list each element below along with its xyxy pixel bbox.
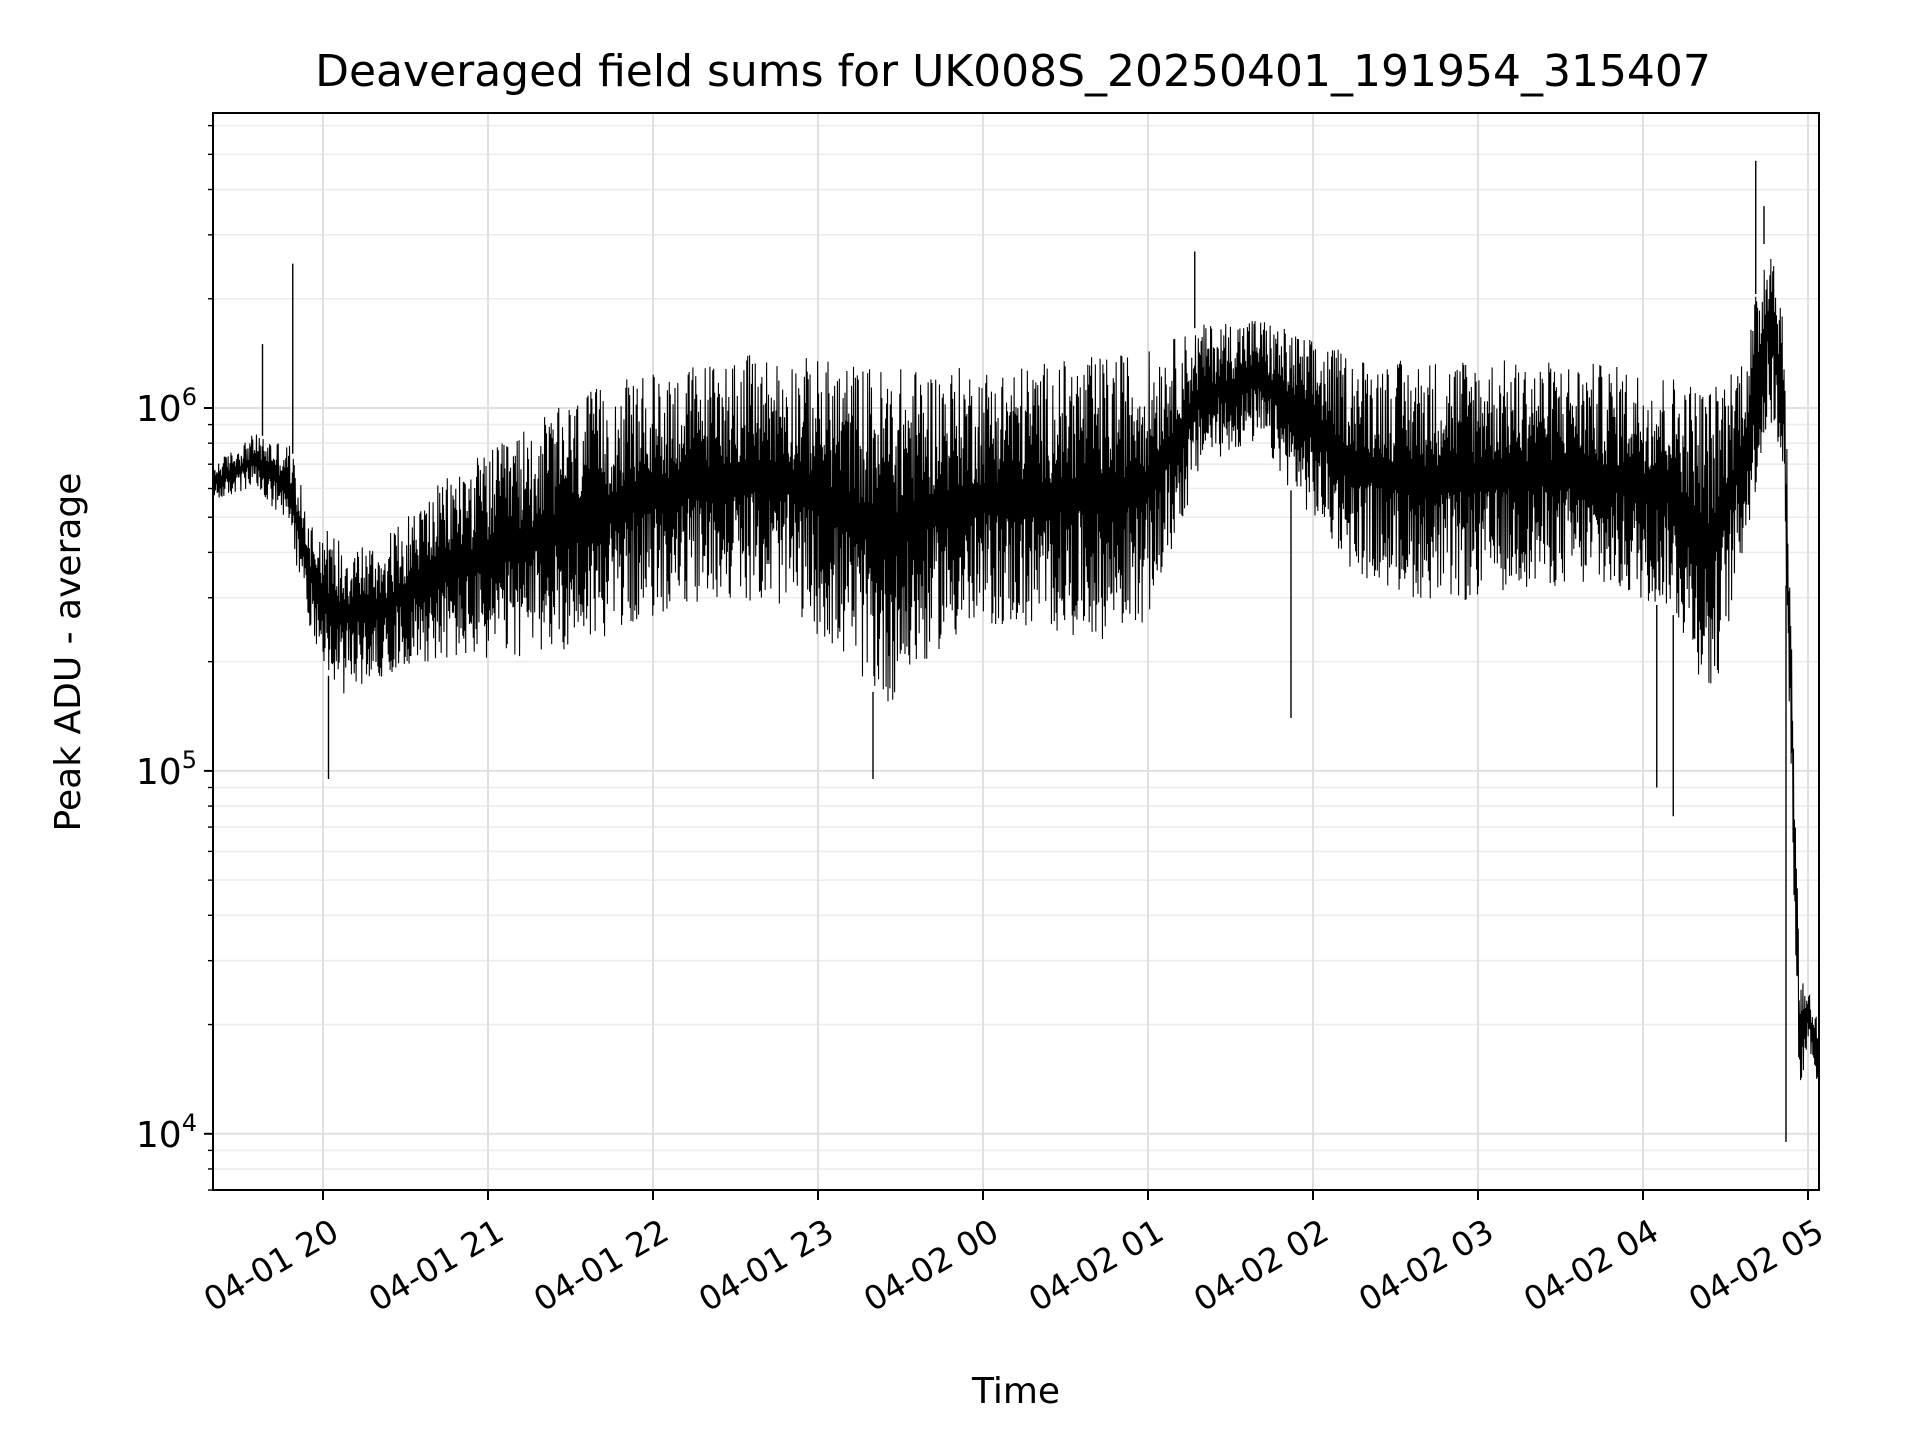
y-tick-label: 104 xyxy=(136,1109,197,1156)
plot-frame xyxy=(212,112,1820,1191)
x-axis-label: Time xyxy=(971,1371,1060,1412)
y-tick-exponent: 5 xyxy=(182,746,197,774)
y-tick-base: 10 xyxy=(136,389,182,430)
y-tick-base: 10 xyxy=(136,1115,182,1156)
y-tick-exponent: 4 xyxy=(182,1109,197,1137)
y-tick-base: 10 xyxy=(136,752,182,793)
y-tick-label: 106 xyxy=(136,383,197,430)
series-line xyxy=(212,160,1820,1142)
y-axis-label: Peak ADU - average xyxy=(48,473,89,832)
chart-title: Deaveraged field sums for UK008S_2025040… xyxy=(315,46,1711,97)
y-tick-label: 105 xyxy=(136,746,197,793)
y-tick-exponent: 6 xyxy=(182,383,197,411)
series-path xyxy=(212,258,1820,1081)
